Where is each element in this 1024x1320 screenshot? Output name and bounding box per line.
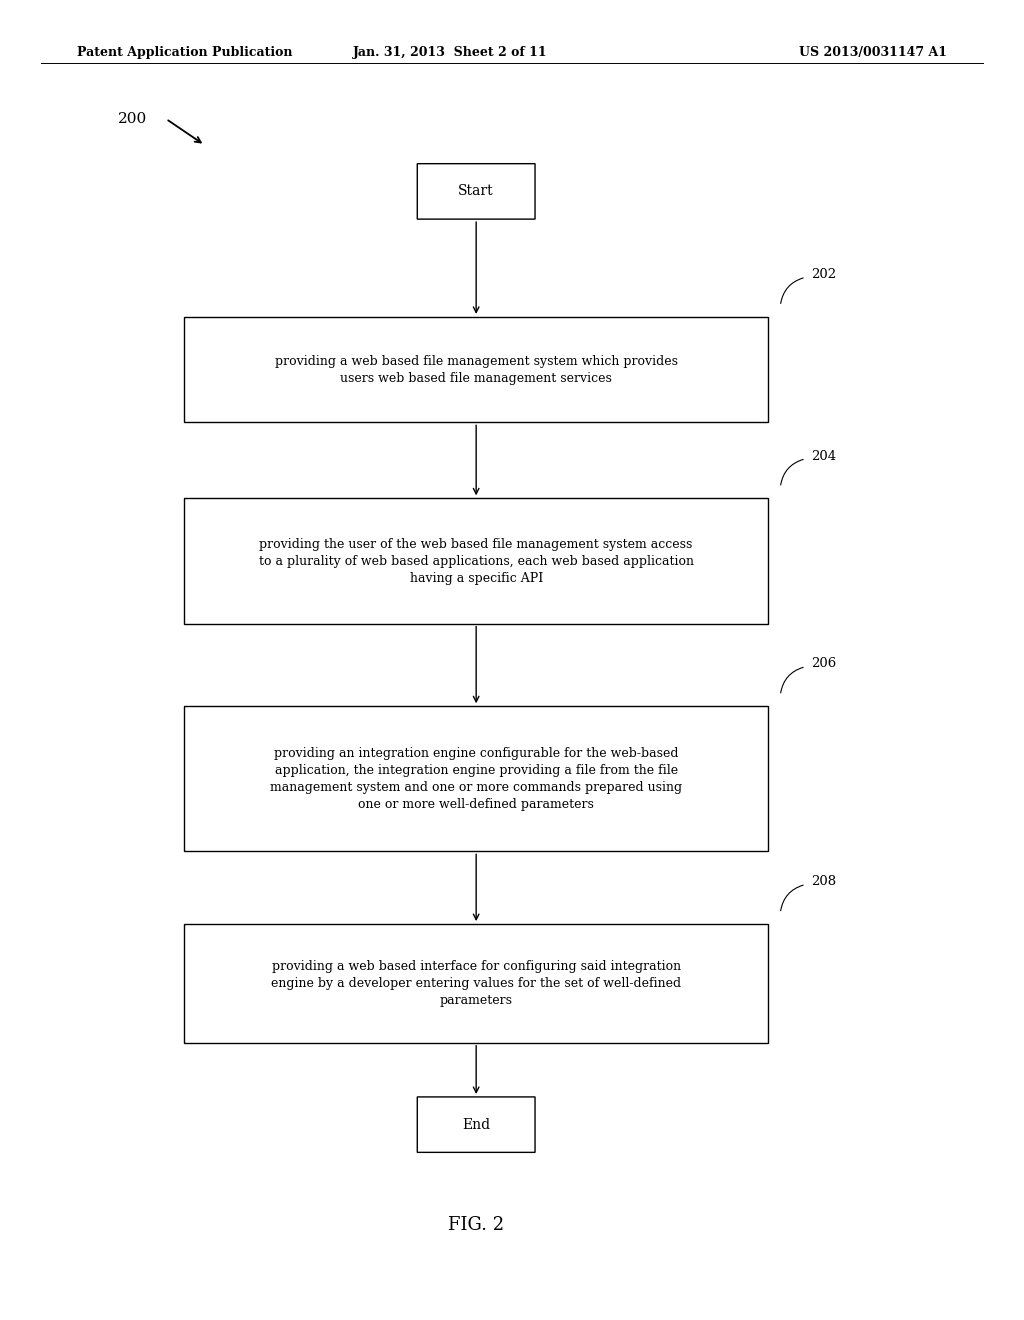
Text: End: End [462, 1118, 490, 1131]
FancyBboxPatch shape [418, 164, 536, 219]
Text: providing a web based interface for configuring said integration
engine by a dev: providing a web based interface for conf… [271, 960, 681, 1007]
FancyBboxPatch shape [418, 1097, 536, 1152]
Text: providing a web based file management system which provides
users web based file: providing a web based file management sy… [274, 355, 678, 384]
FancyBboxPatch shape [184, 317, 768, 422]
Text: 204: 204 [811, 450, 837, 462]
Text: Start: Start [459, 185, 494, 198]
Text: 208: 208 [811, 875, 837, 888]
FancyBboxPatch shape [184, 706, 768, 851]
Text: Patent Application Publication: Patent Application Publication [77, 46, 292, 59]
Text: 202: 202 [811, 268, 837, 281]
FancyBboxPatch shape [184, 924, 768, 1043]
Text: Jan. 31, 2013  Sheet 2 of 11: Jan. 31, 2013 Sheet 2 of 11 [353, 46, 548, 59]
Text: FIG. 2: FIG. 2 [449, 1216, 504, 1234]
FancyBboxPatch shape [184, 499, 768, 624]
Text: 200: 200 [118, 112, 147, 125]
Text: providing an integration engine configurable for the web-based
application, the : providing an integration engine configur… [270, 747, 682, 810]
Text: US 2013/0031147 A1: US 2013/0031147 A1 [799, 46, 947, 59]
Text: providing the user of the web based file management system access
to a plurality: providing the user of the web based file… [259, 537, 693, 585]
Text: 206: 206 [811, 657, 837, 671]
